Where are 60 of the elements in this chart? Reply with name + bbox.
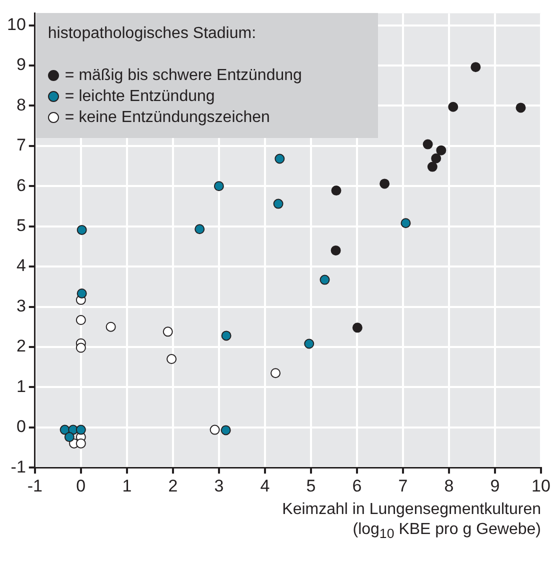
- point: [380, 178, 390, 189]
- y-tick-label: 1: [16, 376, 26, 396]
- point: [427, 162, 438, 172]
- legend-title: histopathologisches Stadium:: [48, 24, 258, 44]
- point: [470, 62, 481, 72]
- legend-label: = mäßig bis schwere Entzündung: [64, 67, 302, 84]
- point: [194, 224, 205, 234]
- y-tick-label: 3: [16, 296, 26, 316]
- y-tick-label: 7: [16, 136, 26, 155]
- y-tick-label: 10: [6, 14, 26, 34]
- point: [274, 154, 285, 164]
- x-tick-label: 1: [122, 476, 132, 496]
- point: [76, 438, 86, 448]
- point: [76, 424, 86, 435]
- point: [448, 102, 458, 112]
- point: [162, 326, 173, 337]
- point: [210, 424, 220, 435]
- point: [64, 432, 74, 442]
- point: [330, 245, 341, 256]
- y-tick-label: -1: [10, 457, 26, 476]
- y-tick-label: 8: [16, 95, 26, 114]
- legend-label: = keine Entzündungszeichen: [64, 109, 270, 126]
- x-tick-label: 9: [490, 476, 500, 496]
- point: [320, 274, 330, 285]
- point: [76, 288, 87, 298]
- point: [166, 354, 177, 364]
- x-tick-label: 3: [214, 476, 224, 496]
- point: [106, 322, 116, 332]
- x-tick-label: 5: [306, 476, 316, 496]
- y-tick-label: 9: [16, 55, 26, 74]
- point: [220, 425, 231, 436]
- x-tick-label: 8: [444, 476, 454, 496]
- x-tick-label: 2: [168, 476, 178, 496]
- x-tick-label: 6: [352, 476, 362, 496]
- point: [76, 342, 86, 353]
- y-tick-label: 4: [16, 256, 26, 276]
- point: [436, 145, 446, 156]
- legend-label: = leichte Entzündung: [64, 88, 215, 106]
- x-tick-label: 10: [532, 476, 550, 496]
- point: [422, 139, 433, 150]
- point: [270, 368, 281, 378]
- x-tick-label: 7: [398, 476, 408, 496]
- point: [214, 181, 224, 192]
- x-axis-title: Keimzahl in Lungensegmentkulturen (log$_{10}$ KBE pro g Gewebe): [282, 500, 541, 544]
- point: [76, 224, 87, 235]
- x-tick-label: 0: [76, 476, 86, 496]
- point: [516, 102, 526, 113]
- point: [76, 315, 86, 326]
- y-tick-label: 5: [16, 216, 26, 236]
- y-tick-label: 2: [16, 336, 26, 356]
- point: [431, 153, 442, 164]
- point: [331, 186, 342, 196]
- point: [304, 338, 314, 349]
- point: [273, 198, 284, 209]
- x-tick-label: 4: [260, 476, 270, 496]
- y-tick-label: 0: [16, 417, 26, 436]
- point: [400, 218, 411, 228]
- y-tick-label: 6: [16, 176, 26, 195]
- point: [221, 330, 232, 341]
- point: [352, 322, 362, 333]
